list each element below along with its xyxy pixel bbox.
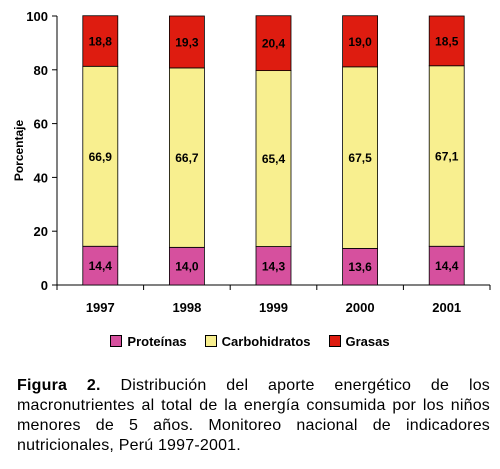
legend-item: Grasas <box>328 333 390 349</box>
x-tick-label: 1998 <box>172 300 201 315</box>
figure-caption: Figura 2. Distribución del aporte energé… <box>17 376 490 456</box>
data-label: 14,4 <box>435 259 459 273</box>
legend-label: Proteínas <box>127 333 187 349</box>
bar-segment-carbohidratos <box>168 67 205 248</box>
data-label: 67,5 <box>348 151 372 165</box>
bar-segment-grasas <box>255 15 292 72</box>
data-label: 18,8 <box>89 35 113 49</box>
data-label: 20,4 <box>262 37 286 51</box>
bar-segment-carbohidratos <box>342 66 379 249</box>
data-label: 19,0 <box>348 35 372 49</box>
bar-segment-proteínas <box>428 245 465 286</box>
legend-item: Carbohidratos <box>204 333 311 349</box>
chart-legend: Proteínas Carbohidratos Grasas <box>0 330 500 352</box>
bar-segment-carbohidratos <box>428 65 465 247</box>
legend-swatch <box>204 335 217 347</box>
data-label: 18,5 <box>435 34 459 48</box>
data-label: 14,3 <box>262 259 286 273</box>
data-label: 66,9 <box>89 150 113 164</box>
bar-segment-carbohidratos <box>255 70 292 247</box>
y-tick-label: 80 <box>34 63 48 78</box>
bar-segment-grasas <box>82 15 119 67</box>
bar-segment-proteínas <box>82 245 119 286</box>
x-tick-label: 2000 <box>346 300 375 315</box>
x-tick-label: 1999 <box>259 300 288 315</box>
bar-segment-proteínas <box>255 246 292 286</box>
data-label: 67,1 <box>435 150 459 164</box>
y-tick-label: 20 <box>34 224 48 239</box>
data-label: 65,4 <box>262 152 286 166</box>
y-axis-title: Porcentaje <box>12 119 26 181</box>
data-label: 66,7 <box>175 151 199 165</box>
bar-segment-carbohidratos <box>82 65 119 247</box>
x-tick-label: 2001 <box>432 300 461 315</box>
y-tick-label: 0 <box>41 278 48 293</box>
figure-label: Figura 2. <box>17 377 101 394</box>
legend-swatch <box>328 335 341 347</box>
data-label: 14,0 <box>175 260 199 274</box>
stacked-bar-chart: 0 20 40 60 80 100 Porcentaje 14,4 66,9 18,8 1997 14… <box>12 9 491 315</box>
x-tick-label: 1997 <box>86 300 115 315</box>
bar-segment-grasas <box>342 15 379 68</box>
bar-segment-grasas <box>168 15 205 69</box>
legend-label: Carbohidratos <box>221 333 311 349</box>
bar-segment-grasas <box>428 15 465 67</box>
bar-segment-proteínas <box>168 246 205 286</box>
legend-item: Proteínas <box>110 333 187 349</box>
data-label: 14,4 <box>89 259 113 273</box>
legend-label: Grasas <box>345 333 390 349</box>
data-label: 19,3 <box>175 35 199 49</box>
y-tick-label: 60 <box>34 117 48 132</box>
figure-caption-text: Distribución del aporte energético de lo… <box>17 377 490 454</box>
y-tick-label: 100 <box>26 9 48 24</box>
legend-swatch <box>110 335 123 347</box>
bar-segment-proteínas <box>342 248 379 286</box>
y-tick-label: 40 <box>34 170 48 185</box>
data-label: 13,6 <box>348 260 372 274</box>
